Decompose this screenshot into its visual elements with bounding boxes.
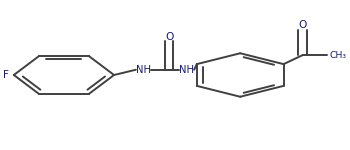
Text: CH₃: CH₃ bbox=[330, 51, 346, 60]
Text: F: F bbox=[3, 70, 9, 80]
Text: O: O bbox=[165, 32, 174, 42]
Text: NH: NH bbox=[179, 65, 194, 75]
Text: O: O bbox=[299, 20, 307, 30]
Text: NH: NH bbox=[136, 65, 151, 75]
